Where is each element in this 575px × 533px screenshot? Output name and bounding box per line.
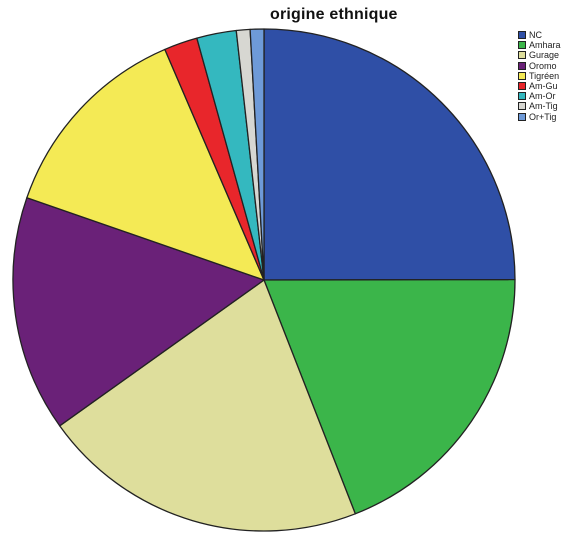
legend-label: Am-Gu [529,81,558,92]
legend-item: Tigréen [518,71,575,81]
legend-label: Oromo [529,60,557,71]
legend-item: Amhara [518,40,575,50]
legend-swatch [518,31,526,40]
pie-slice-1 [263,278,516,515]
pie-slice-8 [249,28,265,281]
legend-item: Am-Gu [518,81,575,91]
legend-swatch [518,82,526,91]
chart-legend: NC Amhara Gurage Oromo Tigréen Am-Gu Am-Or Am-T… [518,30,575,122]
legend-label: Or+Tig [529,111,557,122]
pie-slice-0 [263,28,516,281]
legend-swatch [518,71,526,80]
legend-swatch [518,92,526,101]
legend-label: Am-Or [529,91,556,102]
chart-title: origine ethnique [270,6,398,23]
legend-swatch [518,51,526,60]
legend-item: Oromo [518,61,575,71]
pie-slice-3 [12,197,265,427]
legend-item: Gurage [518,50,575,60]
legend-label: Gurage [529,50,560,61]
legend-swatch [518,112,526,121]
legend-item: NC [518,30,575,40]
pie-slice-4 [26,48,265,281]
pie-slice-2 [59,279,356,532]
legend-swatch [518,41,526,50]
legend-item: Am-Tig [518,101,575,111]
legend-item: Am-Or [518,91,575,101]
legend-label: Amhara [529,40,561,51]
legend-swatch [518,102,526,111]
legend-swatch [518,61,526,70]
legend-label: Tigréen [529,70,560,81]
legend-label: NC [529,30,542,41]
legend-label: Am-Tig [529,101,558,112]
pie-chart [12,28,516,532]
legend-item: Or+Tig [518,112,575,122]
